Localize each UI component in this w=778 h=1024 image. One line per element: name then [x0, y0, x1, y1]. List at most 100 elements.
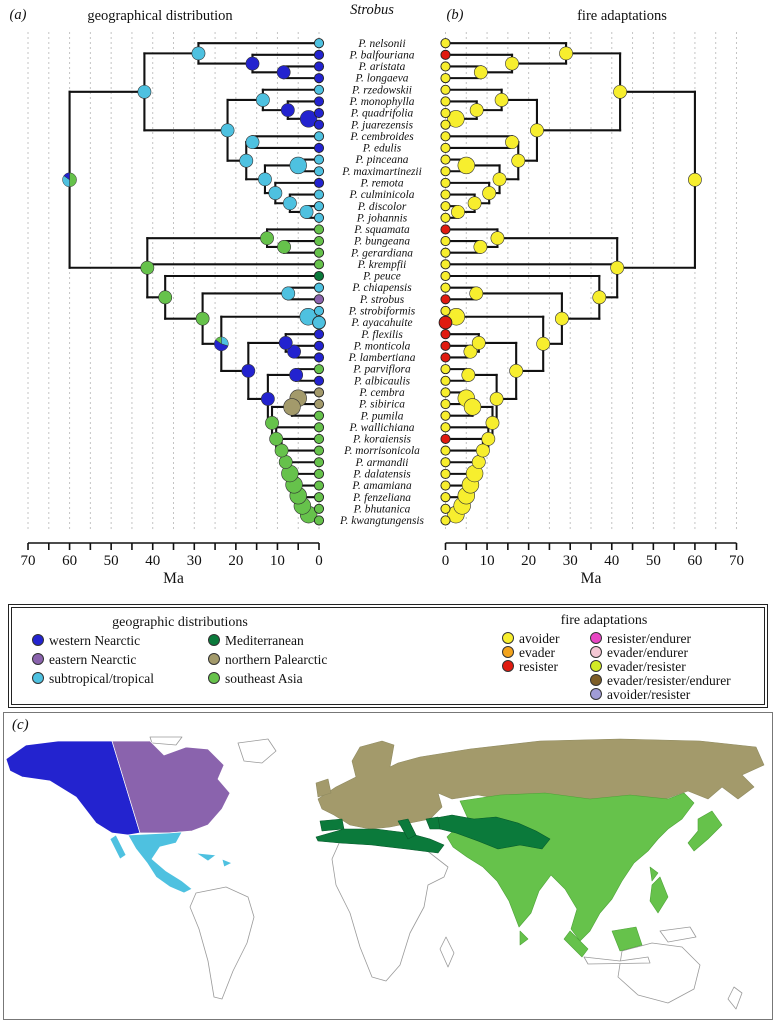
ancestral-state-node	[471, 336, 486, 350]
ancestral-state-node	[277, 239, 291, 254]
ancestral-state-node	[473, 65, 488, 80]
ancestral-state-node	[559, 46, 573, 61]
ancestral-state-node	[258, 172, 272, 187]
legend-geo-item: western Nearctic	[32, 634, 140, 647]
legend-fire-item: avoider/resister	[590, 688, 690, 701]
evaderResisterEndurer-swatch	[590, 674, 602, 686]
species-label: P. albicaulis	[353, 375, 411, 387]
tip-fire-state-dot	[440, 119, 451, 130]
axis-tick-label: 0	[315, 553, 323, 569]
panel-a-title: geographical distribution	[87, 8, 233, 24]
tip-fire-state-dot	[440, 480, 451, 491]
species-label: P. peuce	[362, 271, 401, 283]
tip-fire-state-dot	[440, 329, 451, 340]
ancestral-state-node	[592, 290, 607, 305]
tip-geo-state-dot	[313, 515, 325, 526]
species-label: P. monophylla	[349, 96, 415, 108]
ancestral-state-node	[265, 416, 279, 430]
panel-b-label: (b)	[447, 7, 464, 23]
ancestral-state-node	[492, 172, 507, 187]
legend-item-label: northern Palearctic	[225, 652, 328, 667]
legend-item-label: avoider	[519, 631, 560, 646]
species-label: P. pinceana	[355, 154, 409, 166]
ancestral-state-node	[140, 260, 155, 275]
species-label: P. krempfii	[357, 259, 407, 271]
tip-geo-state-dot	[313, 189, 325, 200]
map-madagascar	[439, 936, 455, 968]
tip-fire-state-dot	[440, 515, 451, 526]
tip-geo-state-dot	[313, 340, 325, 351]
species-label: P. bungeana	[353, 236, 410, 248]
axis-tick-label: 60	[62, 553, 77, 569]
ancestral-state-node	[463, 398, 482, 416]
ancestral-state-node	[137, 84, 152, 99]
tip-geo-state-dot	[313, 177, 325, 188]
eastNearctic-swatch	[32, 653, 44, 665]
legend-item-label: western Nearctic	[49, 633, 141, 648]
tip-geo-state-dot	[313, 480, 325, 491]
species-label: P. gerardiana	[350, 247, 413, 259]
species-label: P. balfouriana	[349, 49, 415, 61]
ancestral-state-node	[494, 93, 509, 107]
ancestral-state-node	[530, 123, 544, 138]
tip-fire-state-dot	[440, 166, 451, 177]
tip-geo-state-dot	[313, 142, 325, 154]
ancestral-state-node	[457, 156, 475, 175]
ancestral-state-node	[467, 196, 482, 211]
northPalearctic-swatch	[208, 653, 220, 665]
ancestral-state-node	[511, 153, 526, 168]
ancestral-state-node	[195, 311, 210, 326]
tip-geo-state-dot	[313, 364, 325, 375]
map-region-cuba	[195, 852, 217, 862]
axis-tick-label: 50	[646, 553, 661, 569]
species-label: P. pumila	[360, 410, 404, 422]
ancestral-state-node	[471, 455, 486, 469]
species-label: P. johannis	[356, 212, 408, 224]
tip-fire-state-dot	[440, 61, 451, 72]
species-label: P. edulis	[362, 143, 402, 155]
legend-fire-item: evader/resister/endurer	[590, 674, 731, 687]
axis-title: Ma	[163, 570, 184, 587]
world-map-panel: (c)	[3, 712, 773, 1020]
ancestral-state-node	[278, 455, 293, 469]
ancestral-state-node	[476, 443, 490, 458]
tip-geo-state-dot	[313, 375, 325, 386]
tip-fire-state-dot	[440, 410, 451, 421]
ancestral-state-node	[688, 172, 702, 187]
species-label: P. cembra	[358, 387, 405, 399]
ancestral-state-node	[260, 231, 274, 246]
ancestral-state-node	[283, 398, 301, 416]
legend-item-label: Mediterranean	[225, 633, 304, 648]
avoider-swatch	[502, 632, 514, 644]
tip-fire-state-dot	[440, 259, 451, 270]
tip-fire-state-dot	[440, 468, 451, 479]
tip-fire-state-dot	[440, 107, 451, 119]
map-region-iberia	[319, 818, 345, 832]
tip-geo-state-dot	[313, 305, 325, 316]
map-region-taiwan	[649, 866, 659, 882]
legend-geo-item: southeast Asia	[208, 672, 303, 685]
species-label: P. strobus	[359, 294, 405, 306]
species-label: P. discolor	[357, 201, 407, 213]
axis-tick-label: 40	[145, 553, 160, 569]
ancestral-state-node	[245, 135, 260, 150]
map-java	[583, 956, 651, 965]
tip-geo-state-dot	[313, 38, 325, 49]
ancestral-state-node	[447, 110, 465, 128]
ancestral-state-node	[613, 84, 627, 99]
tip-fire-state-dot	[440, 305, 451, 316]
legend-item-label: eastern Nearctic	[49, 652, 137, 667]
evader-swatch	[502, 646, 514, 658]
ancestral-state-node	[461, 368, 476, 382]
tip-fire-state-dot	[440, 49, 451, 60]
tip-fire-state-dot	[440, 387, 451, 398]
tip-fire-state-dot	[440, 96, 451, 107]
ancestral-state-node	[268, 186, 283, 200]
species-label: P. aristata	[358, 61, 406, 73]
ancestral-state-node	[610, 260, 625, 275]
map-region-na-west	[5, 740, 141, 836]
axis-tick-label: 60	[687, 553, 702, 569]
tip-geo-state-dot	[313, 107, 325, 119]
legend-item-label: evader/endurer	[607, 645, 688, 660]
